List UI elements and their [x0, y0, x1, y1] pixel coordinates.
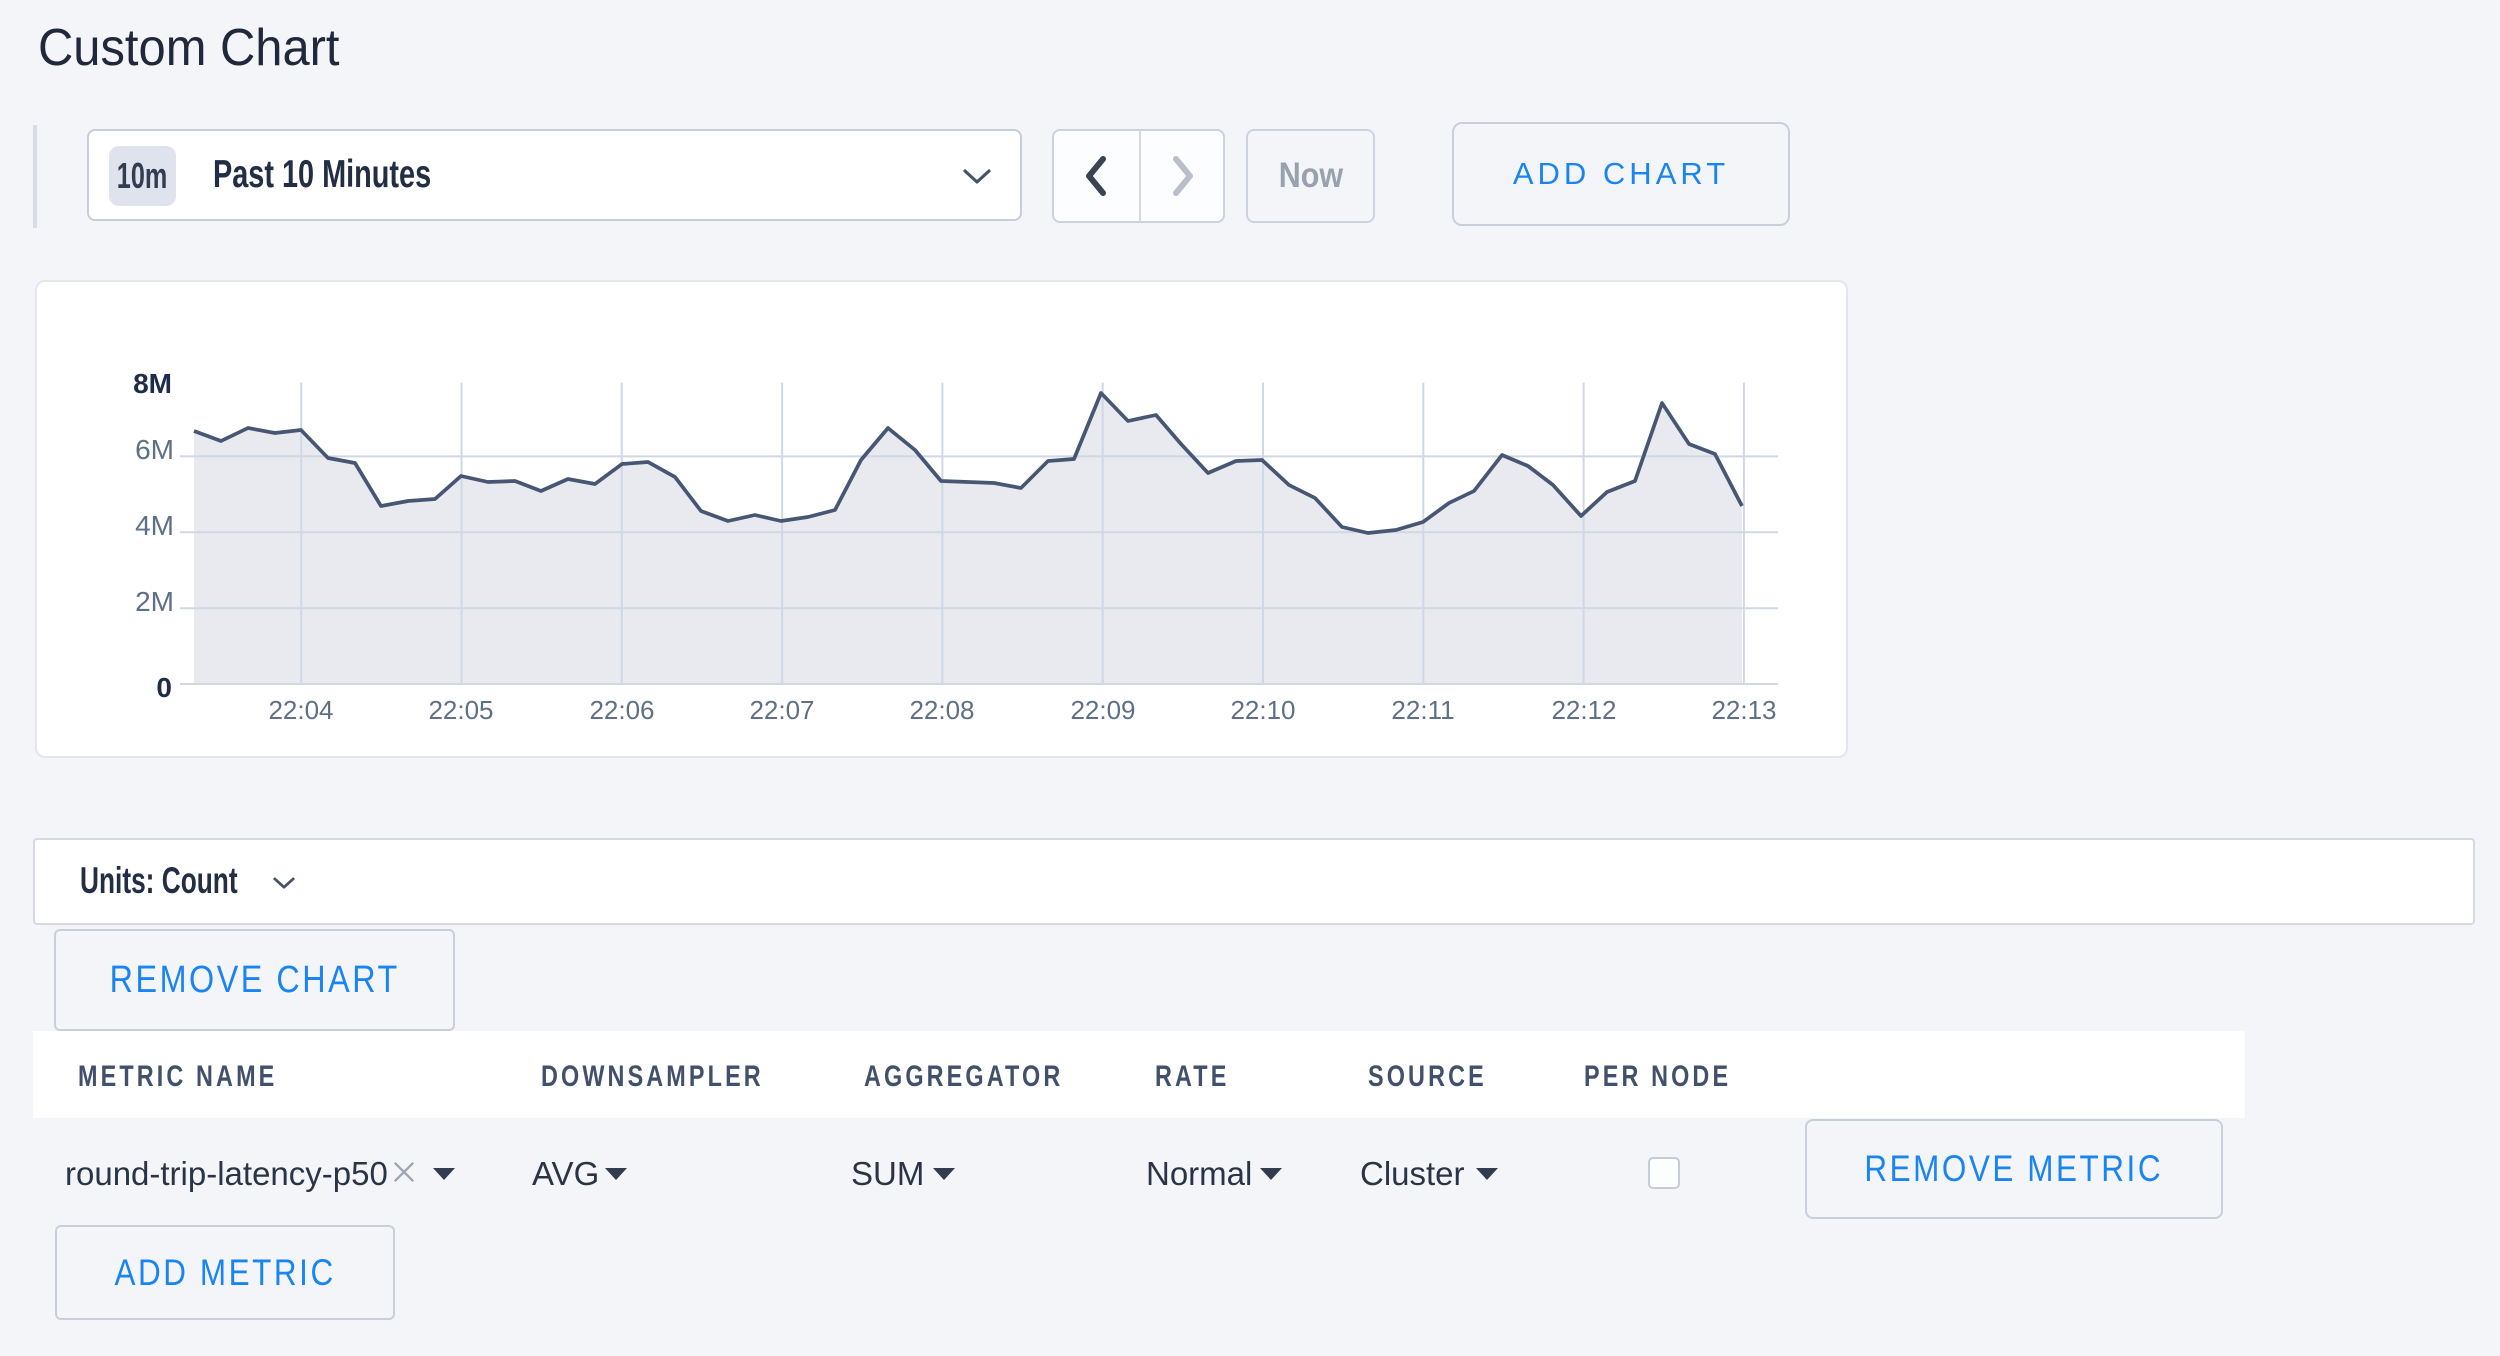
svg-text:6M: 6M — [135, 434, 174, 465]
svg-text:22:09: 22:09 — [1070, 695, 1135, 725]
svg-text:22:12: 22:12 — [1551, 695, 1616, 725]
svg-text:22:07: 22:07 — [749, 695, 814, 725]
svg-text:22:13: 22:13 — [1711, 695, 1776, 725]
svg-text:2M: 2M — [135, 586, 174, 617]
svg-text:22:06: 22:06 — [589, 695, 654, 725]
svg-text:22:04: 22:04 — [268, 695, 333, 725]
svg-text:22:11: 22:11 — [1391, 695, 1454, 725]
svg-text:8M: 8M — [133, 368, 172, 399]
svg-text:22:05: 22:05 — [428, 695, 493, 725]
svg-text:22:10: 22:10 — [1230, 695, 1295, 725]
svg-text:4M: 4M — [135, 510, 174, 541]
svg-text:22:08: 22:08 — [909, 695, 974, 725]
svg-text:0: 0 — [156, 672, 172, 703]
